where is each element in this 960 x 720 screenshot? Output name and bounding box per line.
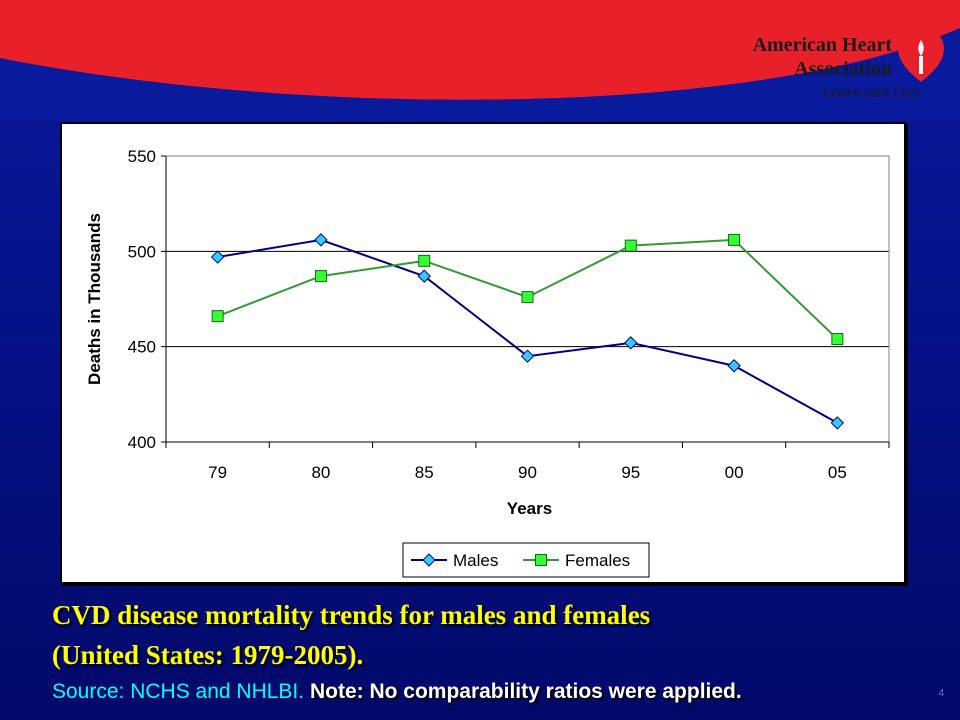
series-line-males [217,238,838,424]
legend-marker-males [422,553,436,567]
note-text: Note: No comparability ratios were appli… [309,680,742,703]
top-banner [0,0,960,120]
data-point-females [831,333,844,346]
logo-tagline: Learn and Live [822,84,920,101]
chart-panel: 400 450 500 550 79 80 85 90 95 00 05 Years Deaths in… [60,122,906,584]
heart-torch-icon [898,28,944,82]
data-point-females [211,310,224,323]
logo-line1: American Heart [752,34,892,56]
series-line-females [217,238,839,340]
source-text: Source: NCHS and NHLBI. [52,680,305,703]
y-tick-label: 450 [128,338,156,357]
data-point-males [314,233,328,247]
logo-line2: Association [794,58,892,80]
data-point-males [830,416,845,430]
y-axis-title: Deaths in Thousands [85,213,104,385]
aha-logo: American Heart Association Learn and Liv… [752,18,952,108]
data-point-males [520,349,535,363]
x-axis-title: Years [507,499,552,518]
x-tick-label: 79 [208,463,227,482]
data-point-males [624,336,638,350]
data-point-males [727,359,741,373]
caption-line1: CVD disease mortality trends for males a… [52,600,651,630]
x-tick-label: 00 [725,463,744,482]
y-tick-label: 500 [128,242,156,261]
x-tick-label: 05 [828,463,847,482]
data-point-males [417,269,431,283]
x-tick-label: 80 [311,463,330,482]
line-chart: 400 450 500 550 79 80 85 90 95 00 05 Years Deaths in… [85,147,890,578]
legend-marker-females [535,554,547,566]
caption-line2: (United States: 1979-2005). [52,640,364,670]
data-point-males [210,250,225,264]
data-point-females [418,254,431,267]
data-point-females [314,270,327,283]
page-number: 4 [938,688,944,699]
x-tick-label: 90 [518,463,537,482]
legend-label-females: Females [565,551,630,570]
legend-label-males: Males [453,551,498,570]
data-point-females [521,291,534,304]
data-point-females [624,239,637,252]
source-line: Source: NCHS and NHLBI. Note: No compara… [52,680,742,704]
x-tick-label: 85 [415,463,434,482]
y-tick-label: 550 [128,147,156,166]
x-tick-label: 95 [621,463,640,482]
data-point-females [728,233,741,246]
y-tick-label: 400 [128,433,156,452]
